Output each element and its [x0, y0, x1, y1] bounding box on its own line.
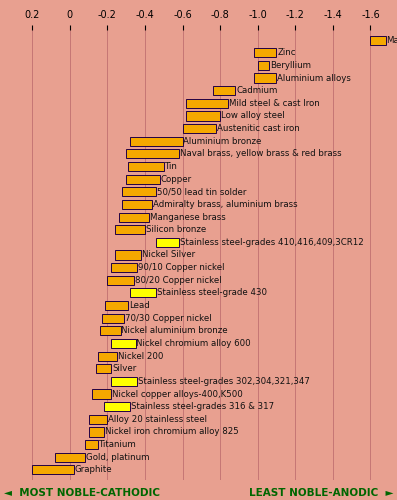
Bar — [102, 314, 124, 323]
Text: Nickel Silver: Nickel Silver — [142, 250, 195, 260]
Text: 90/10 Copper nickel: 90/10 Copper nickel — [139, 263, 225, 272]
Bar — [104, 402, 130, 411]
Bar — [119, 212, 149, 222]
Text: Titanium: Titanium — [99, 440, 137, 449]
Bar — [111, 263, 137, 272]
Text: LEAST NOBLE-ANODIC  ►: LEAST NOBLE-ANODIC ► — [249, 488, 393, 498]
Text: Nickel iron chromium alloy 825: Nickel iron chromium alloy 825 — [104, 428, 238, 436]
Bar — [258, 61, 269, 70]
Text: Stainless steel-grades 316 & 317: Stainless steel-grades 316 & 317 — [131, 402, 274, 411]
Text: Aluminium alloys: Aluminium alloys — [278, 74, 351, 82]
Text: Low alloy steel: Low alloy steel — [221, 112, 285, 120]
Bar — [183, 124, 216, 133]
Text: Stainless steel-grades 302,304,321,347: Stainless steel-grades 302,304,321,347 — [139, 377, 310, 386]
Bar — [254, 74, 276, 82]
Text: Alloy 20 stainless steel: Alloy 20 stainless steel — [108, 415, 207, 424]
Text: Naval brass, yellow brass & red brass: Naval brass, yellow brass & red brass — [180, 150, 341, 158]
Bar — [130, 288, 156, 298]
Bar — [111, 339, 135, 348]
Text: Copper: Copper — [161, 174, 192, 184]
Text: Silicon bronze: Silicon bronze — [146, 225, 206, 234]
Text: Nickel copper alloys-400,K500: Nickel copper alloys-400,K500 — [112, 390, 243, 398]
Bar — [89, 428, 104, 436]
Bar — [106, 301, 128, 310]
Text: ◄  MOST NOBLE-CATHODIC: ◄ MOST NOBLE-CATHODIC — [4, 488, 160, 498]
Text: Stainless steel-grade 430: Stainless steel-grade 430 — [157, 288, 267, 298]
Text: Zinc: Zinc — [278, 48, 296, 58]
Bar — [89, 415, 107, 424]
Bar — [115, 225, 145, 234]
Bar — [128, 162, 164, 171]
Text: Mild steel & cast Iron: Mild steel & cast Iron — [229, 99, 319, 108]
Bar — [111, 377, 137, 386]
Bar — [213, 86, 235, 95]
Bar — [370, 36, 385, 44]
Text: 50/50 lead tin solder: 50/50 lead tin solder — [157, 188, 247, 196]
Text: Lead: Lead — [129, 301, 150, 310]
Bar — [93, 390, 111, 398]
Bar — [96, 364, 111, 374]
Text: Tin: Tin — [165, 162, 177, 171]
Text: Nickel 200: Nickel 200 — [118, 352, 163, 360]
Bar — [122, 187, 156, 196]
Text: Cadmium: Cadmium — [236, 86, 278, 95]
Bar — [254, 48, 276, 58]
Bar — [122, 200, 152, 209]
Bar — [130, 136, 183, 146]
Text: Admiralty brass, aluminium brass: Admiralty brass, aluminium brass — [153, 200, 298, 209]
Bar — [98, 352, 117, 360]
Bar — [55, 452, 85, 462]
Bar — [100, 326, 121, 336]
Text: 70/30 Copper nickel: 70/30 Copper nickel — [125, 314, 212, 322]
Text: 80/20 Copper nickel: 80/20 Copper nickel — [135, 276, 221, 285]
Bar — [115, 250, 141, 260]
Bar — [186, 99, 227, 108]
Bar — [85, 440, 98, 449]
Bar — [126, 174, 160, 184]
Text: Nickel aluminium bronze: Nickel aluminium bronze — [121, 326, 228, 336]
Text: Austenitic cast iron: Austenitic cast iron — [217, 124, 300, 133]
Bar — [186, 112, 220, 120]
Bar — [126, 150, 179, 158]
Text: Aluminium bronze: Aluminium bronze — [183, 136, 262, 145]
Text: Gold, platinum: Gold, platinum — [86, 452, 149, 462]
Bar — [32, 466, 73, 474]
Text: Nickel chromium alloy 600: Nickel chromium alloy 600 — [137, 339, 251, 348]
Text: Silver: Silver — [112, 364, 136, 374]
Text: Stainless steel-grades 410,416,409,3CR12: Stainless steel-grades 410,416,409,3CR12 — [180, 238, 364, 247]
Text: Graphite: Graphite — [75, 466, 112, 474]
Text: Manganese brass: Manganese brass — [150, 212, 225, 222]
Text: Beryllium: Beryllium — [270, 61, 311, 70]
Bar — [156, 238, 179, 247]
Text: Magnesium: Magnesium — [386, 36, 397, 44]
Bar — [107, 276, 134, 285]
